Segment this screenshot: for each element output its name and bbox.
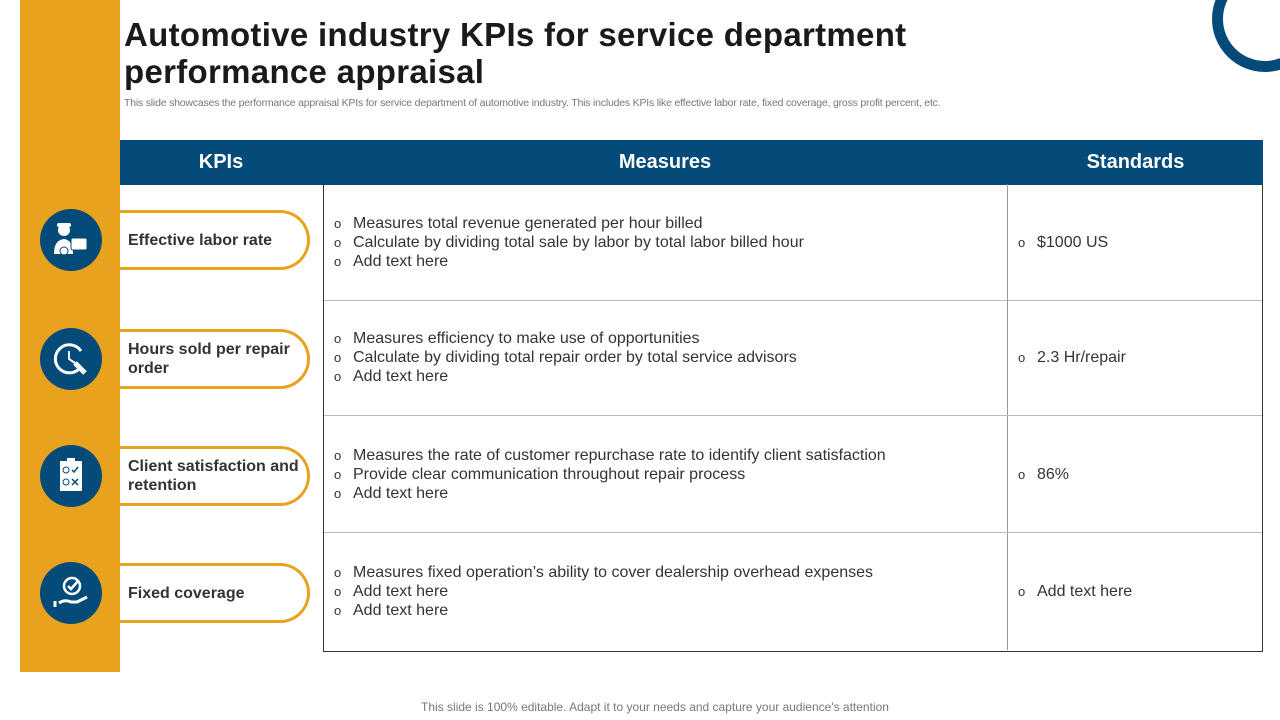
decorative-ring (1212, 0, 1280, 72)
clock-hand-icon (40, 328, 102, 390)
measure: Measures fixed operation’s ability to co… (334, 563, 1007, 582)
table-header: KPIs Measures Standards (120, 140, 1263, 185)
page-title: Automotive industry KPIs for service dep… (124, 16, 907, 90)
kpi-label: Hours sold per repair order (120, 329, 310, 389)
measure: Add text here (334, 252, 1007, 271)
kpi-client-satisfaction: Client satisfaction and retention (40, 445, 312, 507)
table-row: Measures the rate of customer repurchase… (324, 416, 1262, 533)
measure: Measures the rate of customer repurchase… (334, 446, 1007, 465)
measure: Add text here (334, 367, 1007, 386)
clipboard-feedback-icon (40, 445, 102, 507)
kpi-hours-sold: Hours sold per repair order (40, 328, 312, 390)
measure: Add text here (334, 582, 1007, 601)
standard: $1000 US (1018, 233, 1108, 252)
kpi-fixed-coverage: Fixed coverage (40, 562, 312, 624)
standard: 86% (1018, 465, 1069, 484)
measure: Add text here (334, 484, 1007, 503)
kpi-label: Client satisfaction and retention (120, 446, 310, 506)
header-kpis: KPIs (198, 151, 244, 173)
kpi-label: Fixed coverage (120, 563, 310, 623)
kpi-label: Effective labor rate (120, 210, 310, 270)
kpi-effective-labor-rate: Effective labor rate (40, 209, 312, 271)
header-standards: Standards (1086, 151, 1185, 173)
mechanic-briefcase-icon (40, 209, 102, 271)
table-body: Measures total revenue generated per hou… (323, 184, 1263, 652)
measure: Provide clear communication throughout r… (334, 465, 1007, 484)
footer-note: This slide is 100% editable. Adapt it to… (421, 700, 889, 714)
subtitle: This slide showcases the performance app… (124, 97, 941, 109)
table-row: Measures total revenue generated per hou… (324, 184, 1262, 301)
measure: Measures efficiency to make use of oppor… (334, 329, 1007, 348)
measure: Calculate by dividing total sale by labo… (334, 233, 1007, 252)
table-row: Measures fixed operation’s ability to co… (324, 533, 1262, 650)
hand-check-icon (40, 562, 102, 624)
standard: Add text here (1018, 582, 1132, 601)
standard: 2.3 Hr/repair (1018, 348, 1126, 367)
measure: Calculate by dividing total repair order… (334, 348, 1007, 367)
table-row: Measures efficiency to make use of oppor… (324, 299, 1262, 416)
header-measures: Measures (618, 151, 712, 173)
measure: Measures total revenue generated per hou… (334, 214, 1007, 233)
measure: Add text here (334, 601, 1007, 620)
